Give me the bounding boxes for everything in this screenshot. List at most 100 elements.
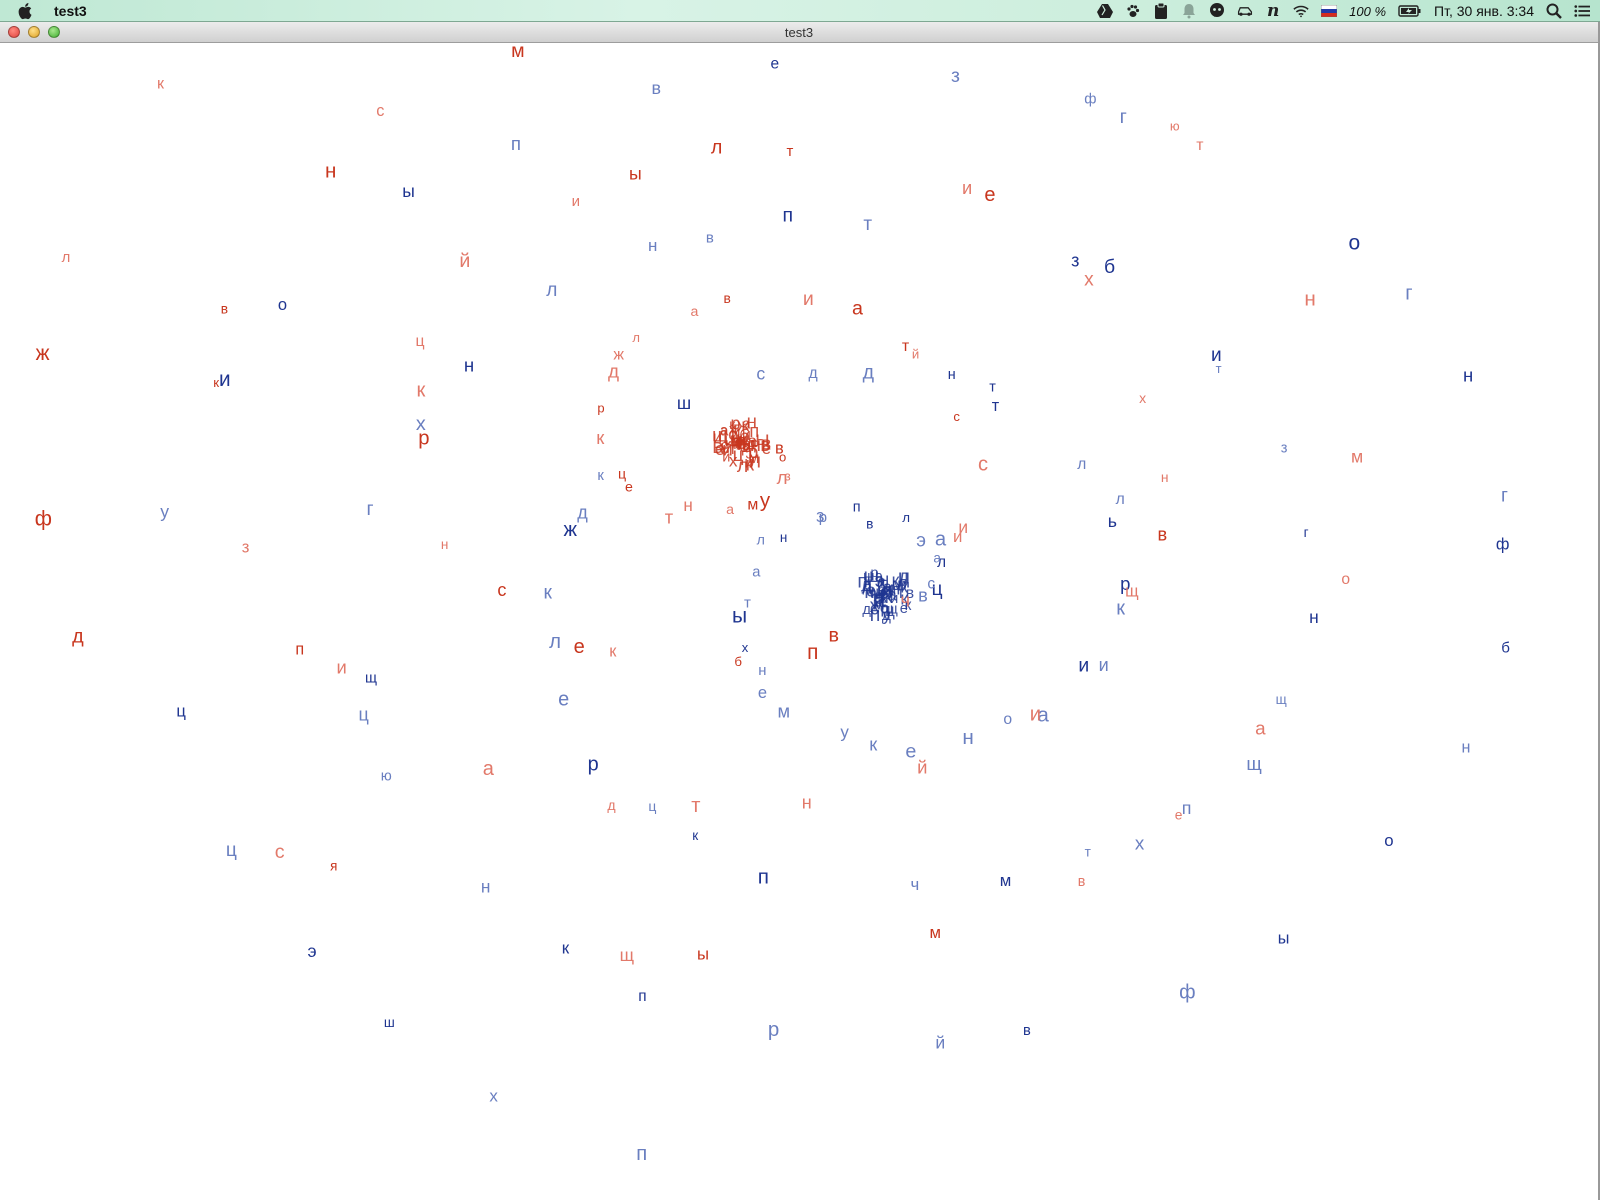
red-core-letter: в xyxy=(731,432,740,451)
red-core-letter: в xyxy=(760,434,770,455)
blue-letter: и xyxy=(1211,345,1222,366)
blue-letter: ы xyxy=(402,181,415,201)
blue-core-letter: н xyxy=(873,584,884,606)
blue-core-letter: р xyxy=(877,580,886,599)
red-core-letter: и xyxy=(735,434,745,454)
red-letter: д xyxy=(72,626,84,648)
red-letter: щ xyxy=(620,945,634,965)
blue-core-letter: е xyxy=(900,601,908,617)
red-core-letter: а xyxy=(747,431,757,451)
clipboard-icon[interactable] xyxy=(1153,3,1169,19)
menu-bar: test3 n 100 % Пт, 30 янв. 3:34 xyxy=(0,0,1600,22)
window-titlebar[interactable]: test3 xyxy=(0,22,1598,43)
blue-letter: и xyxy=(219,368,231,391)
red-letter: к xyxy=(416,379,425,401)
red-letter: ю xyxy=(1170,118,1180,133)
paw-icon[interactable] xyxy=(1125,3,1141,19)
red-core-letter: м xyxy=(748,450,759,467)
drive-icon[interactable] xyxy=(1097,3,1114,19)
blue-core-letter: а xyxy=(887,584,897,604)
red-core-letter: ж xyxy=(737,415,749,435)
blue-core-letter: х xyxy=(878,574,886,591)
red-letter: т xyxy=(1196,137,1203,154)
blue-core-letter: в xyxy=(906,585,914,602)
red-core-letter: и xyxy=(731,423,740,442)
red-letter: н xyxy=(325,159,336,182)
blue-core-letter: л xyxy=(881,580,891,599)
flag-ru-icon[interactable] xyxy=(1321,3,1338,19)
blue-core-letter: л xyxy=(898,574,907,591)
zoom-button[interactable] xyxy=(48,26,60,38)
blue-letter: й xyxy=(935,1033,945,1053)
n-icon[interactable]: n xyxy=(1266,1,1280,21)
blue-letter: к xyxy=(544,582,553,603)
red-letter: н xyxy=(802,793,812,813)
blue-core-letter: а xyxy=(875,569,883,585)
red-core-letter: т xyxy=(729,440,737,458)
blue-core-letter: к xyxy=(892,570,900,590)
red-letter: з xyxy=(785,468,791,483)
close-button[interactable] xyxy=(8,26,20,38)
blue-letter: ф xyxy=(1496,536,1510,554)
blue-core-letter: д xyxy=(862,602,871,618)
red-letter: е xyxy=(625,480,633,496)
blue-letter: а xyxy=(933,550,941,565)
blue-core-letter: р xyxy=(870,565,878,581)
blue-core-letter: к xyxy=(900,588,909,608)
blue-letter: с xyxy=(927,576,935,593)
blue-letter: п xyxy=(638,988,646,1005)
blue-core-letter: н xyxy=(890,577,900,598)
red-letter: ф xyxy=(35,508,52,531)
list-icon[interactable] xyxy=(1574,3,1590,19)
red-core-letter: л xyxy=(737,433,746,450)
red-letter: а xyxy=(726,502,734,518)
red-core-letter: п xyxy=(749,421,759,441)
blue-letter: д xyxy=(863,361,875,383)
blue-letter: л xyxy=(1077,456,1086,473)
red-core-letter: к xyxy=(729,416,736,432)
car-icon[interactable] xyxy=(1237,3,1253,19)
red-core-letter: к xyxy=(735,436,742,452)
red-letter: н xyxy=(441,537,449,552)
red-letter: с xyxy=(376,102,384,120)
blue-letter: л xyxy=(757,533,765,549)
blue-letter: щ xyxy=(1276,692,1287,707)
minimize-button[interactable] xyxy=(28,26,40,38)
red-core-letter: в xyxy=(738,431,747,449)
blue-core-letter: п xyxy=(870,604,881,626)
red-letter: л xyxy=(711,137,723,159)
chat-icon[interactable] xyxy=(1209,3,1225,19)
blue-letter: р xyxy=(1120,573,1130,594)
clock[interactable]: Пт, 30 янв. 3:34 xyxy=(1434,3,1534,19)
blue-letter: ф xyxy=(1084,92,1096,108)
blue-letter: з xyxy=(1281,441,1288,457)
wifi-icon[interactable] xyxy=(1293,3,1309,19)
red-core-letter: с xyxy=(750,436,757,452)
bell-icon[interactable] xyxy=(1181,3,1197,19)
blue-core-letter: е xyxy=(866,581,876,601)
red-letter: т xyxy=(787,144,794,160)
battery-icon[interactable] xyxy=(1398,3,1422,19)
blue-core-letter: ь xyxy=(877,579,887,601)
blue-letter: б xyxy=(1104,256,1115,278)
red-core-letter: ч xyxy=(732,433,742,454)
blue-letter: к xyxy=(869,734,878,755)
blue-letter: ю xyxy=(381,768,392,784)
blue-core-letter: п xyxy=(857,570,868,592)
app-name[interactable]: test3 xyxy=(54,2,87,19)
blue-letter: г xyxy=(1405,283,1412,305)
red-core-letter: р xyxy=(748,441,758,462)
red-letter: в xyxy=(775,440,784,458)
apple-menu-icon[interactable] xyxy=(18,2,40,20)
blue-letter: ц xyxy=(358,704,368,724)
blue-letter: о xyxy=(278,296,287,314)
blue-letter: ц xyxy=(932,579,943,600)
red-letter: й xyxy=(459,250,470,272)
blue-core-letter: н xyxy=(875,584,884,602)
search-icon[interactable] xyxy=(1546,3,1562,19)
blue-letter: ц xyxy=(176,701,186,720)
blue-letter: х xyxy=(742,640,749,655)
blue-core-letter: к xyxy=(901,579,909,597)
